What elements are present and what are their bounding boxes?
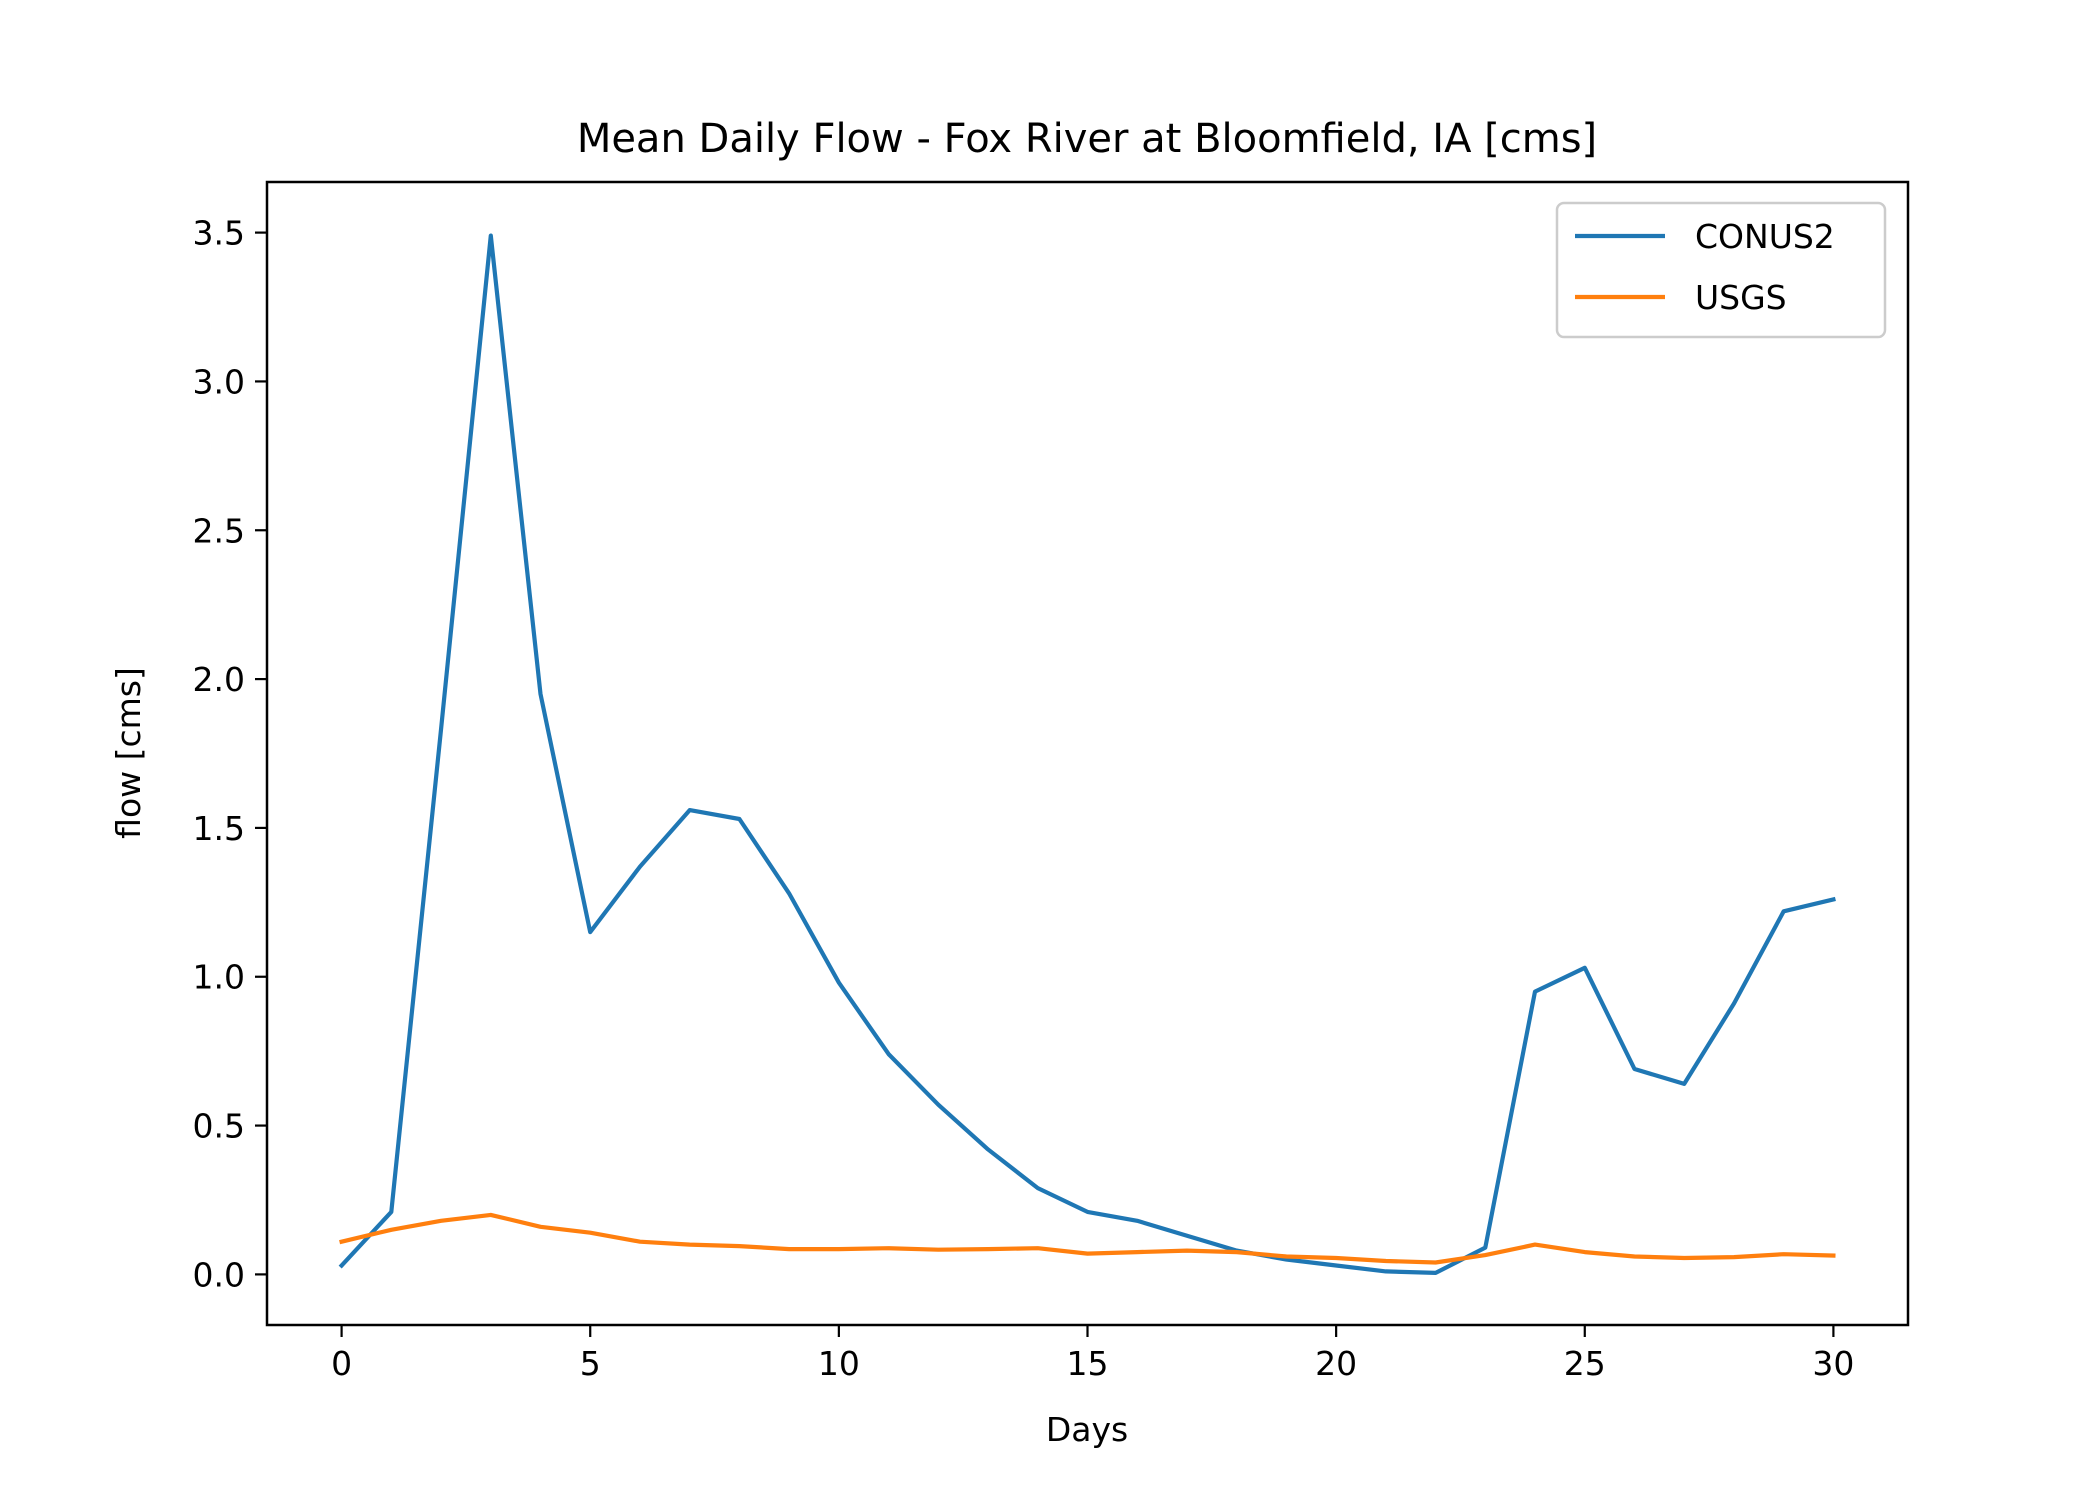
- series-line-conus2: [338, 233, 1836, 1276]
- x-tick-label: 5: [580, 1344, 601, 1383]
- plot-area-frame: [265, 180, 1910, 1327]
- x-tick-label: 0: [331, 1344, 352, 1383]
- x-tick-label: 30: [1812, 1344, 1854, 1383]
- x-tick-label: 10: [818, 1344, 860, 1383]
- chart-title: Mean Daily Flow - Fox River at Bloomfiel…: [577, 116, 1597, 162]
- legend-items: CONUS2 USGS: [1575, 217, 1835, 317]
- y-tick-label: 1.5: [193, 809, 245, 848]
- legend-label-conus2: CONUS2: [1695, 217, 1835, 256]
- y-tick-label: 2.0: [193, 660, 245, 699]
- y-tick-label: 3.5: [193, 214, 245, 253]
- series-line-usgs: [339, 1212, 1836, 1265]
- x-tick-label: 20: [1315, 1344, 1357, 1383]
- y-tick-label: 2.5: [193, 511, 245, 550]
- series-layer: [338, 233, 1836, 1276]
- y-tick-label: 1.0: [193, 958, 245, 997]
- y-tick-label: 0.0: [193, 1255, 245, 1294]
- x-tick-label: 15: [1067, 1344, 1109, 1383]
- y-tick-label: 0.5: [193, 1107, 245, 1146]
- y-tick-label: 3.0: [193, 362, 245, 401]
- x-tick-label: 25: [1564, 1344, 1606, 1383]
- y-axis: 0.0 0.5 1.0 1.5 2.0 2.5 3.0 3.5: [193, 214, 267, 1294]
- x-axis: 0 5 10 15 20 25 30: [331, 1325, 1854, 1383]
- legend-label-usgs: USGS: [1695, 278, 1787, 317]
- legend: CONUS2 USGS: [1555, 201, 1887, 339]
- y-axis-label: flow [cms]: [109, 667, 148, 839]
- x-axis-label: Days: [1046, 1410, 1128, 1449]
